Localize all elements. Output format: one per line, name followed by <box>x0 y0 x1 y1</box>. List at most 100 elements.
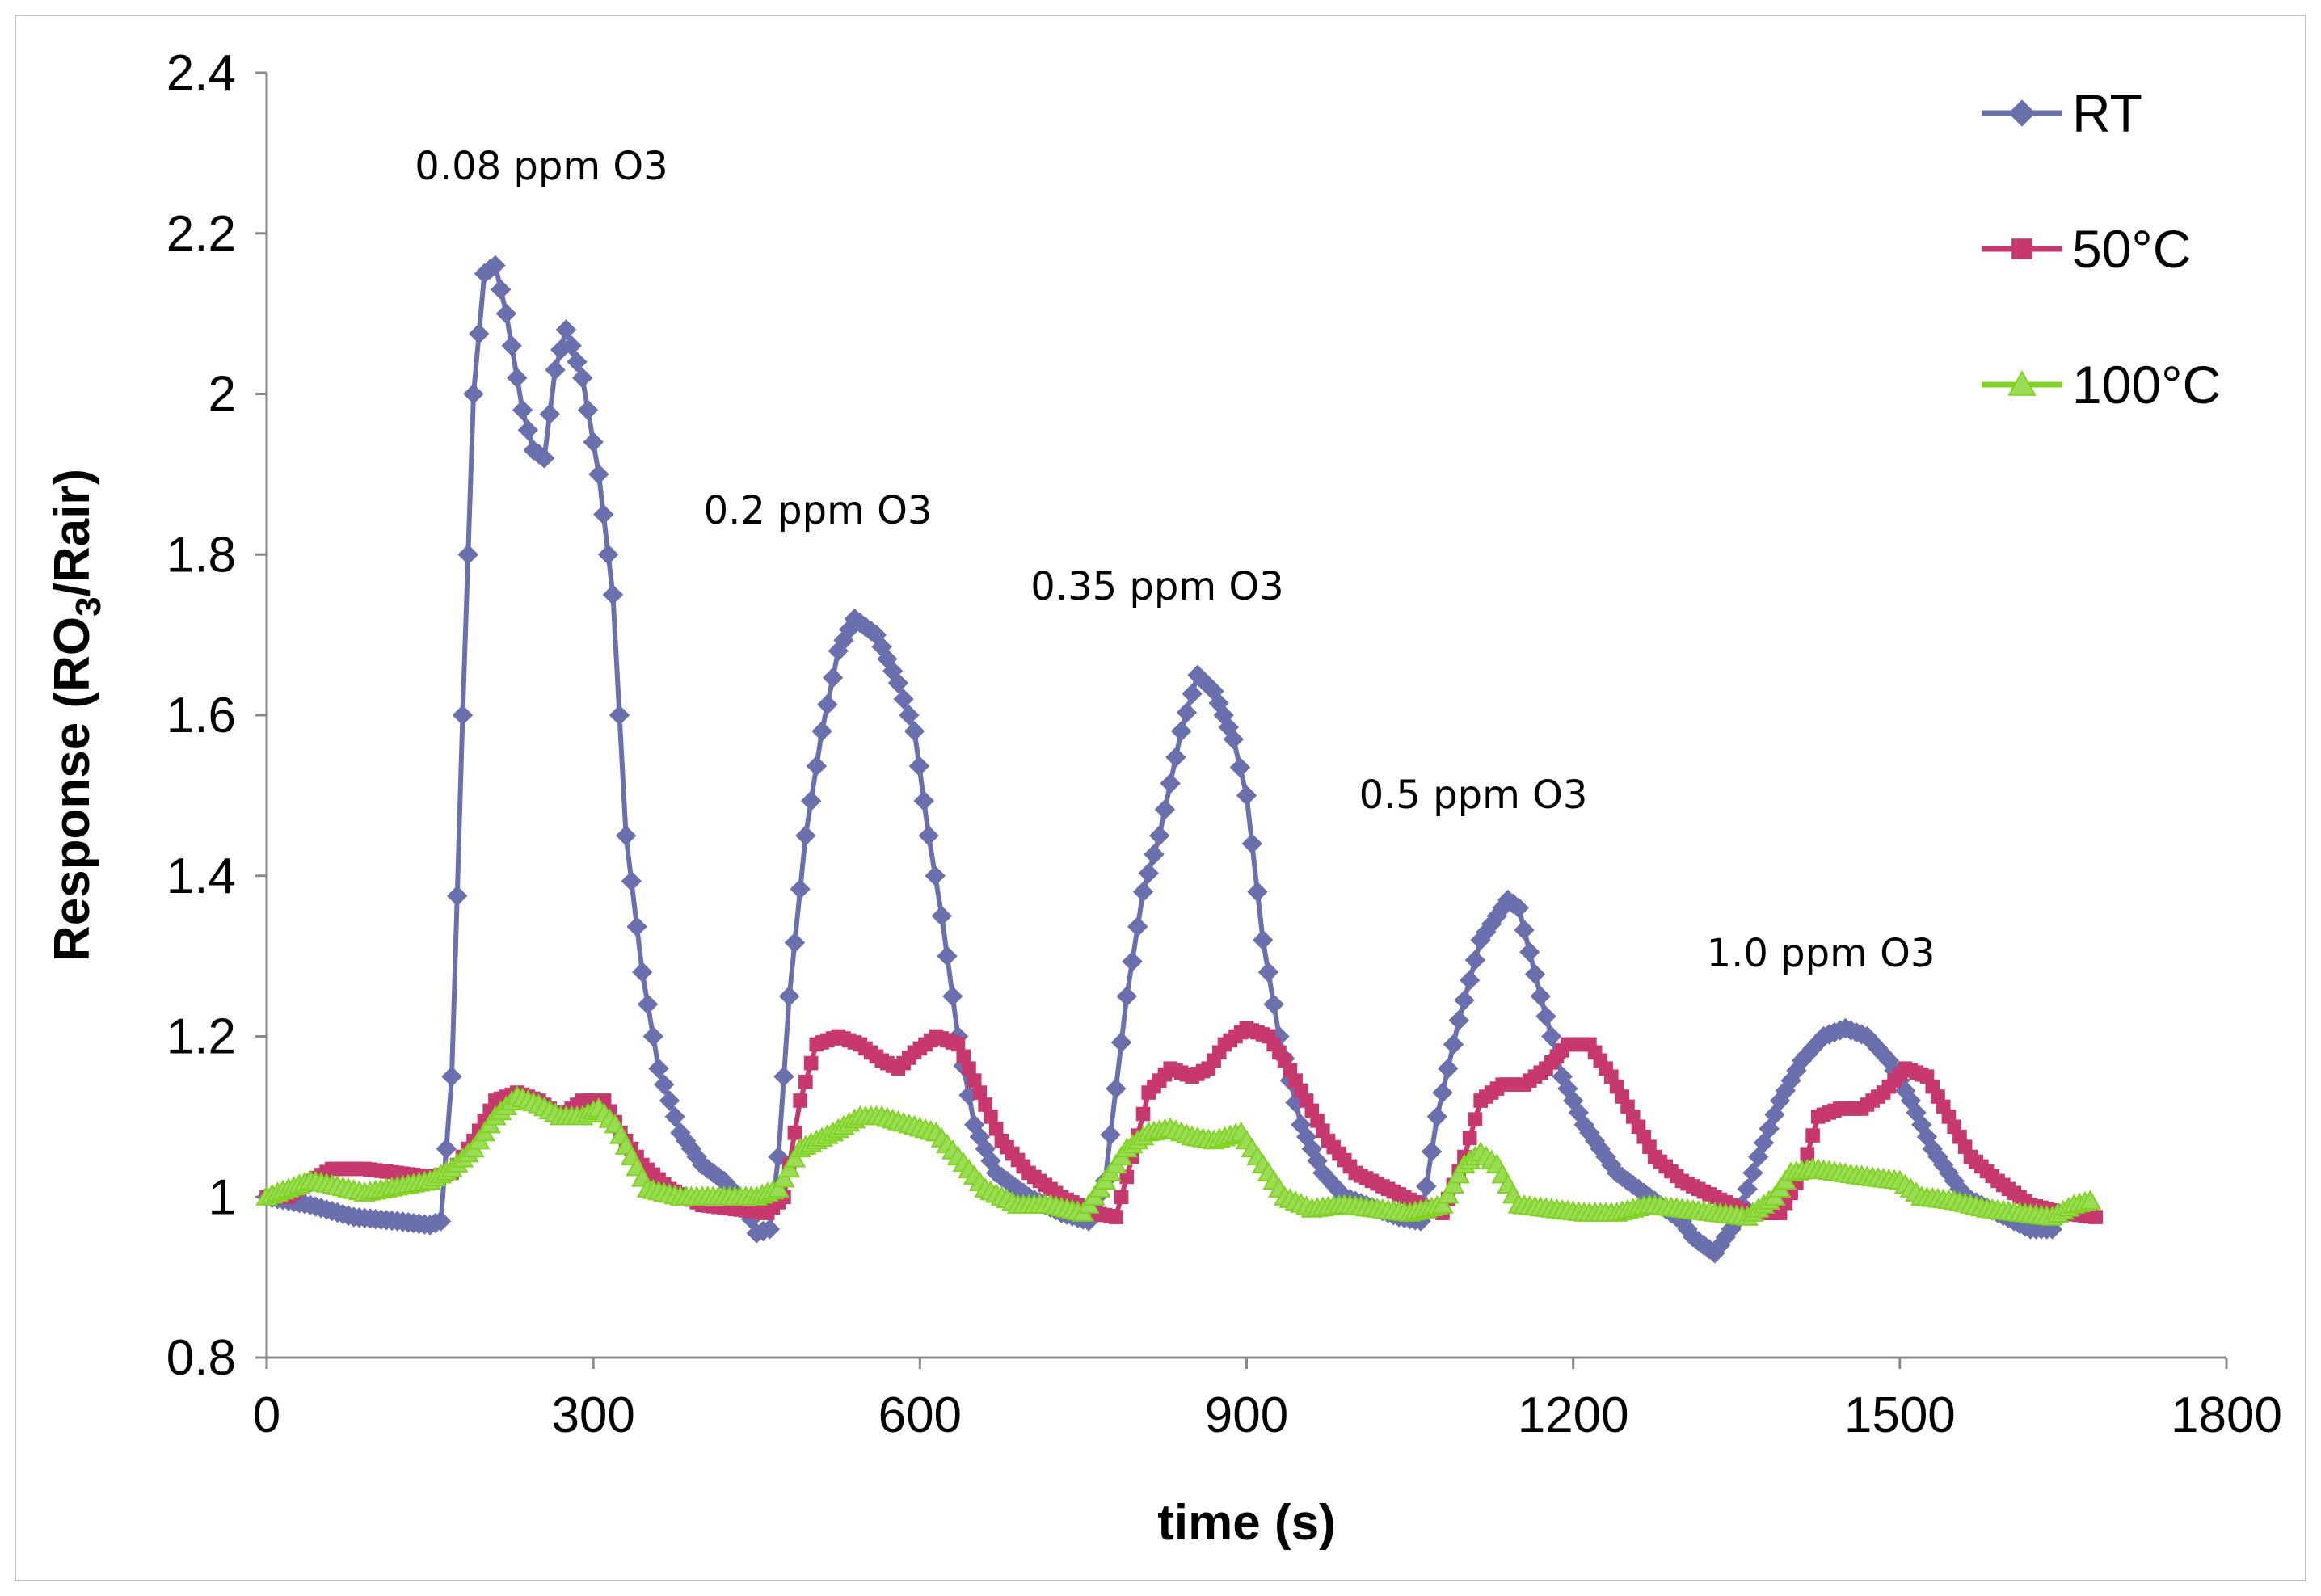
data-point <box>555 319 577 340</box>
y-tick-label: 1 <box>209 1169 236 1225</box>
data-point <box>588 464 609 485</box>
data-point <box>1421 1141 1443 1162</box>
data-point <box>1426 1106 1447 1127</box>
y-tick-label: 2.4 <box>166 45 236 101</box>
data-point <box>893 689 914 710</box>
data-point <box>457 544 478 565</box>
data-point <box>887 672 909 693</box>
x-tick-label: 1200 <box>1518 1388 1629 1443</box>
data-point <box>913 790 934 811</box>
data-point <box>1508 897 1530 919</box>
data-point <box>512 399 533 421</box>
data-point <box>561 335 582 356</box>
data-point <box>1144 844 1165 865</box>
data-point <box>773 1066 794 1087</box>
data-point <box>806 756 828 777</box>
data-point <box>1154 799 1176 820</box>
annotation-label: 0.35 ppm O3 <box>1030 564 1283 609</box>
data-point <box>1447 1163 1470 1184</box>
data-point <box>648 1058 669 1079</box>
y-axis-title-subscript: 3 <box>69 596 108 616</box>
x-tick-label: 1800 <box>2171 1388 2282 1443</box>
data-point <box>777 1157 801 1178</box>
y-axis-title-rest: /Rair) <box>44 469 100 596</box>
data-point <box>507 367 528 389</box>
data-point <box>931 905 952 927</box>
data-point <box>1132 881 1154 903</box>
annotation-label: 0.08 ppm O3 <box>415 144 668 189</box>
data-point <box>1437 1183 1460 1204</box>
data-point <box>904 721 925 742</box>
data-point <box>925 865 946 886</box>
x-tick-label: 1500 <box>1844 1388 1956 1443</box>
data-point <box>1122 951 1143 972</box>
data-point <box>637 994 659 1015</box>
data-point <box>1241 833 1262 854</box>
data-point <box>1110 1032 1132 1053</box>
data-point <box>583 432 604 453</box>
data-point <box>1514 920 1535 941</box>
data-point <box>984 1110 998 1124</box>
data-point <box>571 367 593 389</box>
data-point <box>1459 970 1481 991</box>
data-point <box>664 1106 685 1127</box>
y-tick-label: 0.8 <box>166 1330 236 1386</box>
data-point <box>793 1093 807 1108</box>
legend: RT 50°C 100°C <box>1982 83 2221 415</box>
data-point <box>517 419 539 440</box>
data-point <box>621 870 642 892</box>
data-point <box>533 448 555 469</box>
x-tick-label: 600 <box>878 1388 962 1443</box>
data-point <box>1438 1058 1459 1079</box>
data-point <box>899 705 920 726</box>
data-point <box>602 584 624 605</box>
data-point <box>1247 881 1268 903</box>
annotation-layer: 0.08 ppm O3 0.2 ppm O3 0.35 ppm O3 0.5 ppm … <box>415 144 1935 976</box>
data-point <box>1138 862 1159 884</box>
data-point <box>1541 1025 1562 1047</box>
data-point <box>1530 986 1551 1007</box>
data-point <box>1416 1176 1437 1197</box>
data-point <box>1431 1194 1454 1214</box>
series-100°C <box>255 1084 2102 1226</box>
data-point <box>452 705 474 726</box>
data-point <box>642 1025 663 1047</box>
data-point <box>803 1055 819 1071</box>
annotation-label: 0.5 ppm O3 <box>1359 773 1588 818</box>
data-point <box>1116 986 1138 1007</box>
data-point <box>1462 1131 1477 1146</box>
data-point <box>1149 825 1170 846</box>
data-point <box>1524 963 1546 985</box>
data-point <box>918 825 939 846</box>
data-point <box>972 1085 988 1100</box>
data-point <box>1535 1005 1556 1027</box>
legend-item-100°C: 100°C <box>1982 355 2221 415</box>
data-point <box>567 352 588 373</box>
data-point <box>1109 1210 1123 1224</box>
data-point <box>430 1211 452 1232</box>
data-point <box>485 255 506 276</box>
legend-label: RT <box>2072 83 2142 143</box>
data-point <box>490 279 512 301</box>
data-point <box>2008 99 2036 127</box>
data-point <box>577 399 599 421</box>
data-point <box>811 721 832 742</box>
data-point <box>1442 1173 1465 1194</box>
data-point <box>593 503 614 525</box>
data-point <box>784 932 806 954</box>
y-axis-title: Response (RO3/Rair) <box>44 469 108 962</box>
axes: 0.8 1 1.2 1.4 1.6 1.8 2 2.2 2.4 0 300 600 900 1200 150… <box>166 45 2282 1443</box>
series-RT <box>256 255 2063 1264</box>
data-point <box>1236 785 1257 806</box>
data-point <box>2007 369 2037 396</box>
data-point <box>1176 701 1198 723</box>
y-tick-label: 1.4 <box>166 849 236 904</box>
data-point <box>495 303 517 324</box>
data-point <box>1519 941 1540 962</box>
x-axis-title: time (s) <box>1157 1495 1335 1551</box>
data-point <box>1135 1106 1151 1122</box>
data-point <box>597 544 619 565</box>
legend-item-RT: RT <box>1982 83 2142 143</box>
data-point <box>1448 1009 1469 1031</box>
data-point <box>1170 721 1192 742</box>
